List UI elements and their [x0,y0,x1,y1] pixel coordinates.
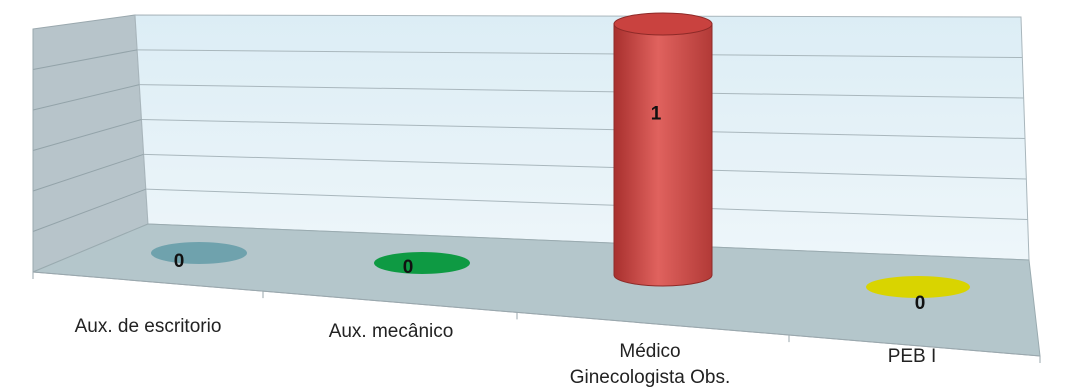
gridline [137,49,1023,58]
data-label: 0 [403,257,414,278]
bar-top [613,12,713,36]
gridline [139,84,1024,99]
side-gridline [32,188,147,232]
bar-zero-disc [151,242,247,264]
data-labels: 0 0 1 0 [174,103,926,314]
gridline [145,188,1028,220]
x-axis-ticks [32,272,1041,363]
gridlines [32,49,1028,232]
bar-body [613,23,713,287]
bar-cylinder [613,12,713,287]
bar-zero-disc [374,252,470,274]
data-label: 0 [915,293,926,314]
gridline [143,153,1027,180]
category-labels: Aux. de escritorio Aux. mecânico Médico Gin… [75,316,937,388]
category-label: Aux. de escritorio [75,316,222,337]
data-label: 0 [174,251,185,272]
category-label: PEB I [888,346,937,367]
side-gridline [32,119,142,151]
x-axis-line [32,271,1041,357]
chart-marks [151,12,970,298]
gridline [141,119,1026,139]
side-gridline [32,84,140,111]
side-gridline [32,49,138,70]
data-label: 1 [651,103,662,124]
back-wall [134,14,1030,261]
bar-zero-disc [866,276,970,298]
category-label: Aux. mecânico [329,321,454,342]
category-label: Médico Ginecologista Obs. [570,341,731,388]
side-gridline [32,153,144,192]
